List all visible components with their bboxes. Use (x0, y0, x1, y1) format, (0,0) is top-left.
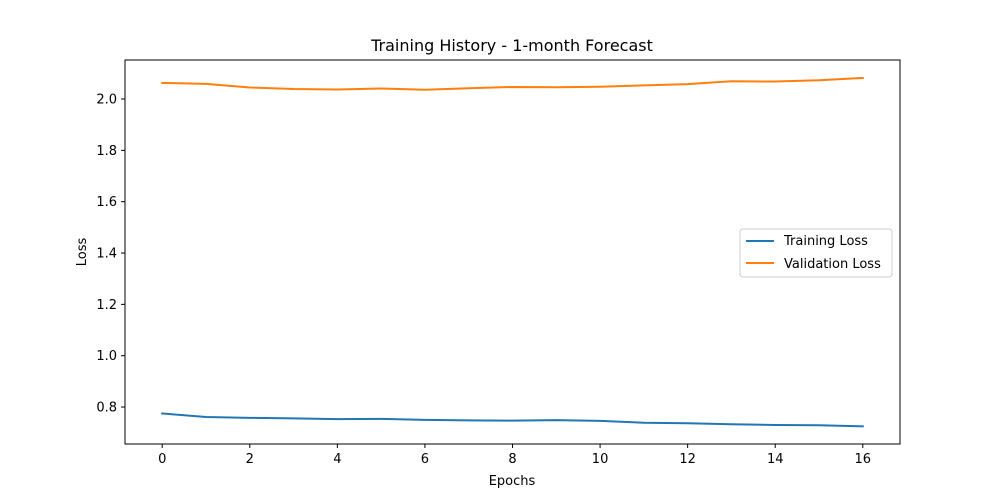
x-tick-label: 14 (767, 452, 784, 467)
x-axis-label: Epochs (489, 474, 536, 489)
plot-area: 0 2 4 6 8 10 12 14 16 0.8 1.0 1.2 1.4 1.6 1.8 2.0 (96, 59, 901, 467)
chart-title: Training History - 1-month Forecast (370, 36, 653, 55)
x-axis-ticks: 0 2 4 6 8 10 12 14 16 (158, 444, 871, 467)
y-tick-label: 1.0 (96, 349, 117, 364)
x-tick-label: 16 (855, 452, 872, 467)
x-tick-label: 6 (421, 452, 429, 467)
series-line-validation-loss (161, 76, 864, 91)
y-tick-label: 2.0 (96, 93, 117, 108)
y-tick-label: 1.2 (96, 298, 117, 313)
series-line-training-loss (161, 412, 864, 428)
y-tick-label: 0.8 (96, 401, 117, 416)
legend-label-training-loss: Training Loss (783, 234, 868, 249)
x-tick-label: 10 (592, 452, 609, 467)
y-tick-label: 1.8 (96, 144, 117, 159)
legend: Training Loss Validation Loss (739, 228, 893, 278)
legend-label-validation-loss: Validation Loss (784, 257, 881, 272)
x-tick-label: 8 (508, 452, 516, 467)
series-lines (161, 76, 864, 428)
y-axis-ticks: 0.8 1.0 1.2 1.4 1.6 1.8 2.0 (96, 93, 125, 416)
y-axis-label: Loss (75, 238, 90, 267)
y-tick-label: 1.6 (96, 195, 117, 210)
legend-box (739, 228, 893, 278)
y-tick-label: 1.4 (96, 247, 117, 262)
x-tick-label: 2 (246, 452, 254, 467)
x-tick-label: 4 (333, 452, 341, 467)
x-tick-label: 12 (679, 452, 696, 467)
x-tick-label: 0 (158, 452, 166, 467)
